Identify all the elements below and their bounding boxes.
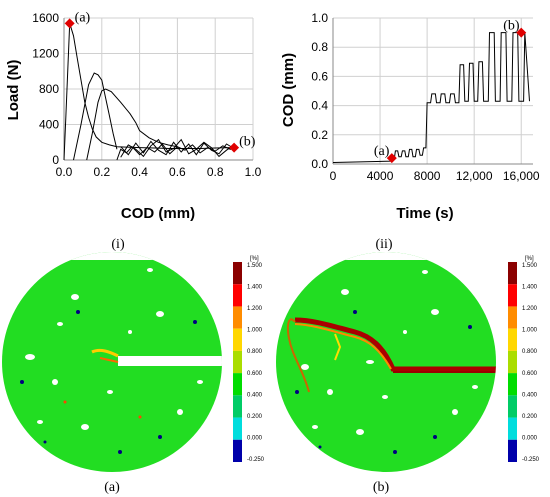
x-tick-label: 0 <box>330 169 337 183</box>
top-chord <box>2 252 222 260</box>
scale-tick-label: 0.000 <box>247 435 263 441</box>
x-tick-label: 16,000 <box>503 169 540 183</box>
scale-swatch <box>508 306 517 329</box>
y-tick-label: 0.4 <box>311 99 328 113</box>
marker-label: (b) <box>239 135 256 150</box>
series-line <box>116 143 235 161</box>
y-tick-label: 0.2 <box>311 128 328 142</box>
cod-time-chart: (a) (b) 0.0 0.2 0.4 0.6 0.8 1.0 0 4000 8000 12,000… <box>280 11 540 222</box>
scale-tick-label: 0.600 <box>522 371 538 377</box>
scale-tick-label: 1.400 <box>247 285 263 291</box>
x-tick-label: 12,000 <box>456 169 493 183</box>
notch <box>118 356 222 366</box>
scale-tick-label: 1.500 <box>522 263 538 269</box>
scale-swatch <box>233 395 242 418</box>
scale-swatch <box>233 262 242 285</box>
scale-bar-a: [%]1.500 1.400 1.200 1.000 0.800 0.600 0.400 0.… <box>233 256 265 463</box>
x-tick-label: 4000 <box>367 169 394 183</box>
scale-swatch <box>233 306 242 329</box>
x-tick-label: 8000 <box>414 169 441 183</box>
scale-tick-label: 0.200 <box>522 414 538 420</box>
scale-swatch <box>508 262 517 285</box>
y-tick-label: 0.6 <box>311 69 328 83</box>
y-axis-label: Load (N) <box>5 60 22 121</box>
y-tick-label: 1600 <box>32 11 59 25</box>
scale-tick-label: 1.000 <box>522 328 538 334</box>
scale-tick-label: 0.800 <box>522 349 538 355</box>
scale-swatch <box>508 328 517 351</box>
panel-label-ii: (ii) <box>375 237 392 252</box>
crack-strain <box>91 348 119 358</box>
scale-unit: [%] <box>250 256 259 262</box>
load-cod-chart: (a) (b) 0 400 800 1200 1600 0.0 0.2 0.4 0.6 0.8 1.0… <box>5 10 262 222</box>
y-tick-label: 0.0 <box>311 157 328 171</box>
x-tick-label: 0.8 <box>207 165 224 179</box>
x-tick-label: 1.0 <box>245 165 262 179</box>
scale-tick-label: -0.250 <box>522 457 540 463</box>
series-line <box>63 23 235 161</box>
x-tick-label: 0.4 <box>131 165 148 179</box>
scale-swatch <box>508 284 517 307</box>
x-axis-label: COD (mm) <box>121 205 195 222</box>
scale-unit: [%] <box>525 256 534 262</box>
y-tick-label: 1200 <box>32 47 59 61</box>
marker-label: (a) <box>75 10 91 25</box>
x-tick-label: 0.0 <box>56 165 73 179</box>
scale-tick-label: 1.000 <box>247 328 263 334</box>
scale-tick-label: 1.500 <box>247 263 263 269</box>
y-tick-label: 800 <box>39 82 59 96</box>
scale-tick-label: 1.200 <box>247 306 263 312</box>
scale-swatch <box>233 373 242 396</box>
scale-swatch <box>508 350 517 374</box>
marker-diamond <box>229 142 240 153</box>
series-line <box>332 32 530 163</box>
scale-tick-label: 0.600 <box>247 371 263 377</box>
scale-swatch <box>508 373 517 396</box>
marker-diamond <box>386 153 397 164</box>
scale-tick-label: -0.250 <box>247 457 265 463</box>
panel-label-a: (a) <box>104 480 120 495</box>
y-tick-label: 0.8 <box>311 40 328 54</box>
marker-label: (a) <box>374 144 390 159</box>
scale-swatch <box>233 284 242 307</box>
scale-swatch <box>508 439 517 462</box>
y-axis-label: COD (mm) <box>280 53 297 127</box>
scale-swatch <box>233 350 242 374</box>
y-tick-label: 0 <box>52 153 59 167</box>
y-tick-label: 1.0 <box>311 11 328 25</box>
scale-tick-label: 1.400 <box>522 285 538 291</box>
scale-tick-label: 0.400 <box>522 392 538 398</box>
x-tick-label: 0.6 <box>169 165 186 179</box>
scale-swatch <box>233 439 242 462</box>
x-tick-label: 0.2 <box>93 165 110 179</box>
scale-tick-label: 1.200 <box>522 306 538 312</box>
scale-bar-b: [%]1.500 1.400 1.200 1.000 0.800 0.600 0.400 0.… <box>508 256 540 463</box>
y-tick-label: 400 <box>39 118 59 132</box>
series-line <box>120 138 235 158</box>
marker-diamond <box>64 18 75 29</box>
panel-label-i: (i) <box>111 237 125 252</box>
crack-band <box>294 317 496 372</box>
marker-diamond <box>516 27 527 38</box>
strain-map-b: [%]1.500 1.400 1.200 1.000 0.800 0.600 0.400 0.… <box>276 252 540 472</box>
scale-swatch <box>508 395 517 418</box>
scale-tick-label: 0.400 <box>247 392 263 398</box>
scale-tick-label: 0.800 <box>247 349 263 355</box>
series-line <box>86 88 178 161</box>
series-line <box>73 72 118 161</box>
scale-swatch <box>233 417 242 440</box>
scale-tick-label: 0.200 <box>247 414 263 420</box>
x-axis-label: Time (s) <box>396 205 453 222</box>
marker-label: (b) <box>503 19 520 34</box>
panel-label-b: (b) <box>373 480 390 495</box>
scale-tick-label: 0.000 <box>522 435 538 441</box>
scale-swatch <box>233 328 242 351</box>
strain-map-a: [%]1.500 1.400 1.200 1.000 0.800 0.600 0.400 0.… <box>2 252 265 472</box>
scale-swatch <box>508 417 517 440</box>
